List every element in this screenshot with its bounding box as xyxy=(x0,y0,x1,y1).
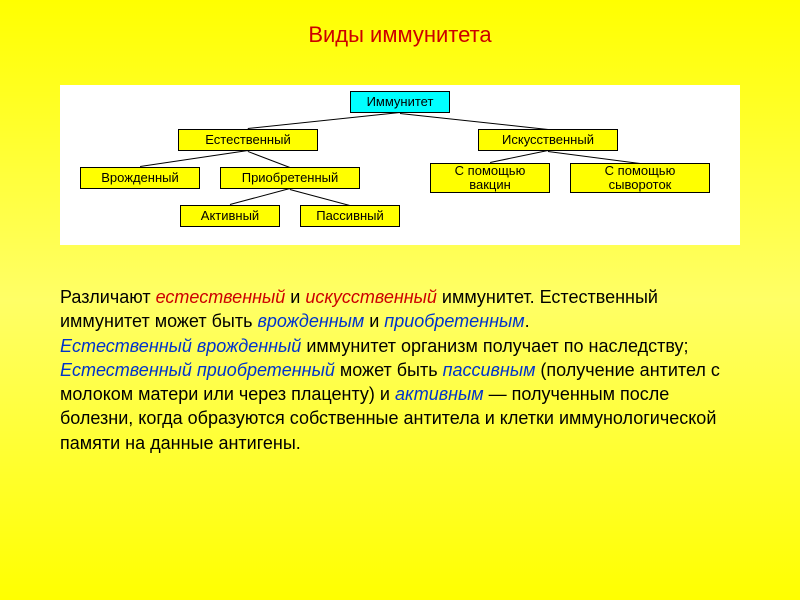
text-natural: естественный xyxy=(156,287,286,307)
tree-node-vaccine: С помощью вакцин xyxy=(430,163,550,193)
tree-edge xyxy=(490,150,548,163)
text-natural-innate: Естественный врожденный xyxy=(60,336,301,356)
tree-node-root: Иммунитет xyxy=(350,91,450,113)
text-innate: врожденным xyxy=(257,311,364,331)
tree-node-active: Активный xyxy=(180,205,280,227)
text-passive: пассивным xyxy=(443,360,536,380)
tree-edge xyxy=(248,151,290,168)
text-plain: иммунитет организм получает по наследств… xyxy=(301,336,688,356)
text-plain: и xyxy=(285,287,305,307)
tree-node-innate: Врожденный xyxy=(80,167,200,189)
immunity-tree-diagram: Иммунитет Естественный Искусственный Врожде… xyxy=(60,85,740,245)
text-natural-acquired: Естественный приобретенный xyxy=(60,360,335,380)
tree-edge xyxy=(400,113,548,130)
text-plain: . xyxy=(525,311,530,331)
description-paragraph: Различают естественный и искусственный и… xyxy=(60,285,740,455)
text-plain: и xyxy=(364,311,384,331)
tree-edge xyxy=(248,112,400,129)
text-plain: Различают xyxy=(60,287,156,307)
tree-node-art: Искусственный xyxy=(478,129,618,151)
text-active: активным xyxy=(395,384,484,404)
tree-node-nat: Естественный xyxy=(178,129,318,151)
tree-node-serum: С помощью сывороток xyxy=(570,163,710,193)
text-artificial: искусственный xyxy=(305,287,437,307)
text-acquired: приобретенным xyxy=(384,311,524,331)
text-plain: может быть xyxy=(335,360,443,380)
tree-node-acquired: Приобретенный xyxy=(220,167,360,189)
tree-edge xyxy=(290,189,350,206)
tree-edge xyxy=(140,150,248,167)
tree-node-passive: Пассивный xyxy=(300,205,400,227)
tree-edge xyxy=(230,188,290,205)
page-title: Виды иммунитета xyxy=(0,0,800,48)
